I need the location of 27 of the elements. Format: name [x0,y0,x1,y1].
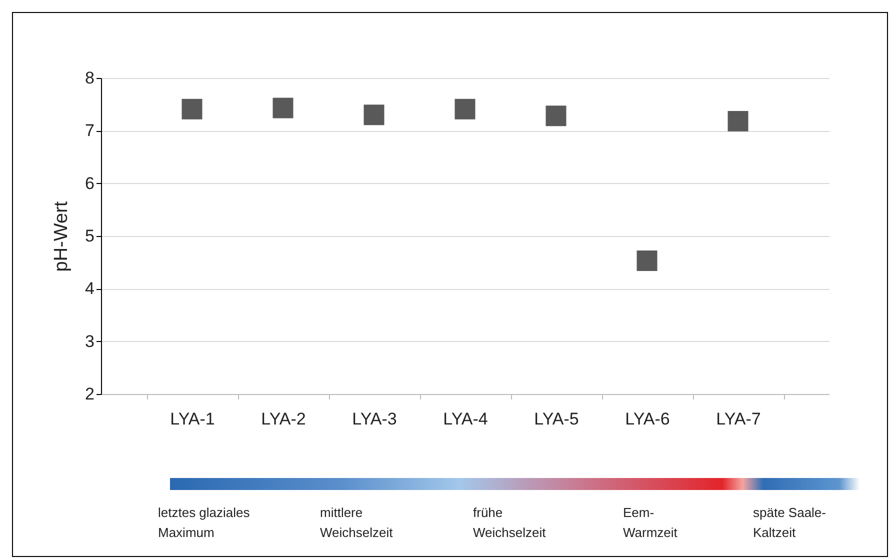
point [364,104,384,126]
point [728,110,748,132]
point [272,98,294,118]
y-tick-label: 8 [85,68,94,88]
text: mittlere Weichselzeit [320,504,393,542]
x-tick-label: LYA-4 [443,410,488,428]
point [182,98,202,120]
point [546,106,566,126]
text: letztes glaziales Maximum [158,504,250,542]
y-tick-label: 2 [85,384,94,404]
point [454,98,476,120]
y-tick-label: 3 [85,332,94,351]
y-axis-title: pH-Wert [51,200,72,272]
text: Eem- Warmzeit [623,504,678,542]
point [636,250,658,271]
y-tick-label: 5 [85,226,94,246]
text: späte Saale- Kaltzeit [753,504,826,542]
x-tick-label: LYA-5 [534,410,579,428]
y-tick-label: 7 [85,121,94,140]
x-tick-label: LYA-3 [352,410,397,428]
y-tick-label: 6 [85,174,94,193]
x-tick-label: LYA-6 [625,410,670,428]
text: frühe Weichselzeit [473,504,546,542]
x-tick-label: LYA-2 [261,410,306,428]
x-tick-label: LYA-7 [716,410,761,428]
x-tick-label: LYA-1 [170,410,215,428]
y-tick-label: 4 [85,279,94,298]
